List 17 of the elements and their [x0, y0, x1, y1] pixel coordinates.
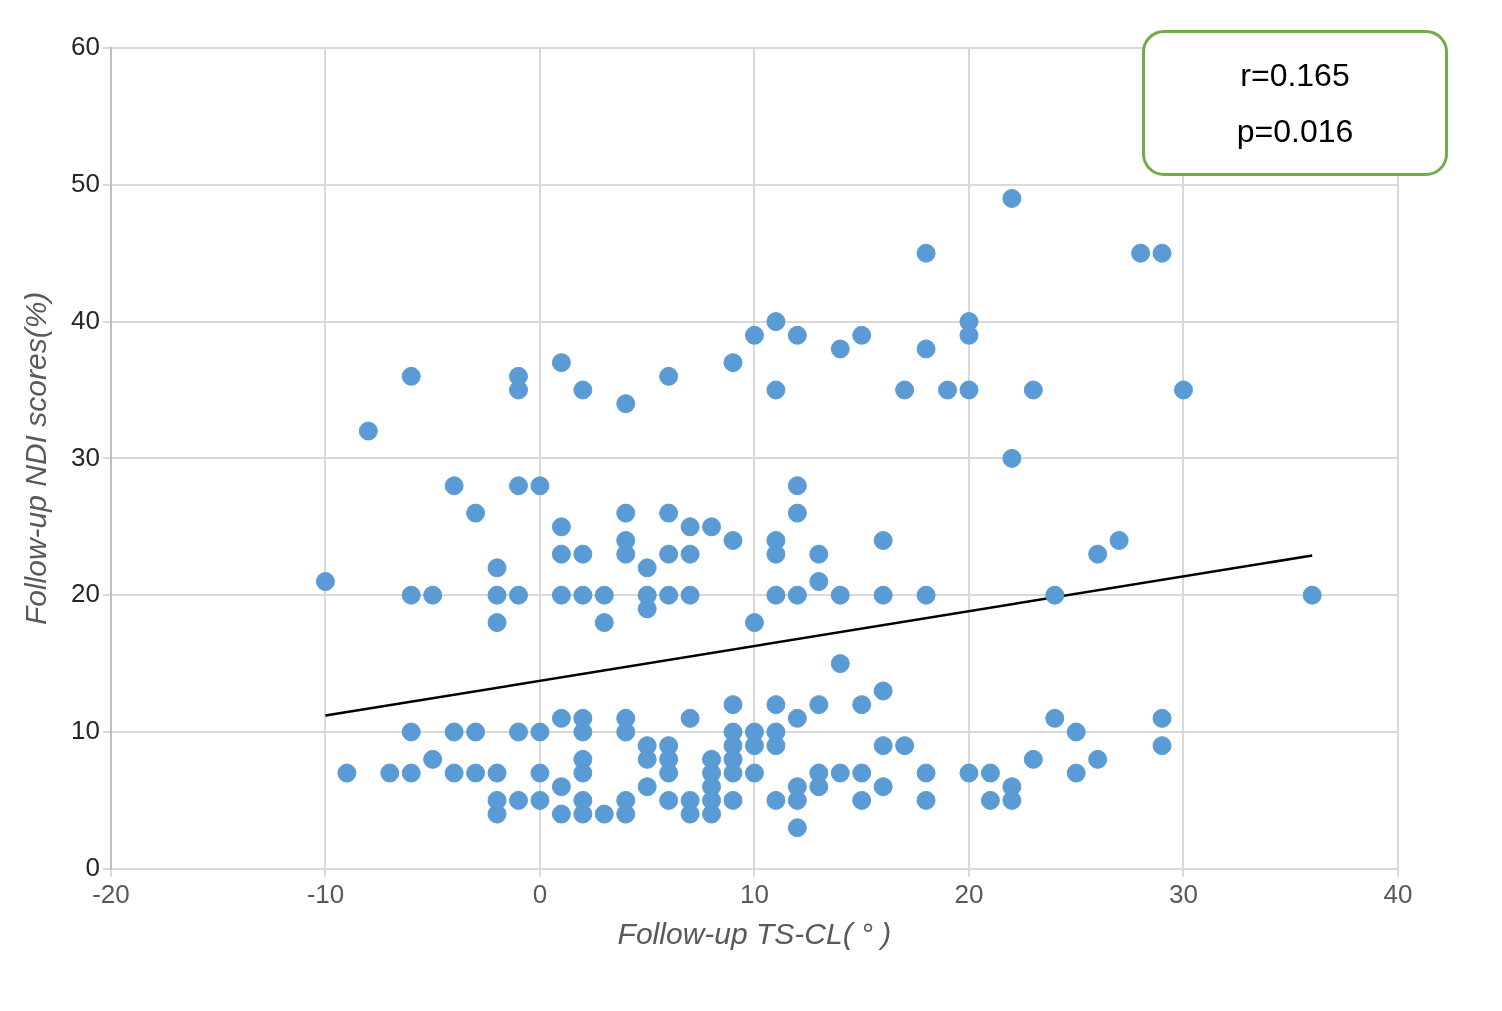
y-axis-title: Follow-up NDI scores(%) — [19, 291, 53, 626]
y-tick-label: 40 — [71, 304, 100, 335]
y-tick-label: 10 — [71, 715, 100, 746]
x-tick-label: 30 — [1169, 878, 1198, 909]
note-frame: r=0.165 p=0.016 — [1142, 30, 1448, 176]
y-tick-label: 30 — [71, 441, 100, 472]
y-tick-label: 60 — [71, 31, 100, 62]
y-tick-label: 20 — [71, 578, 100, 609]
y-tick-label: 50 — [71, 167, 100, 198]
x-axis-title: Follow-up TS-CL( ° ) — [617, 917, 892, 951]
x-tick-label: 0 — [532, 878, 548, 909]
annotation: r=0.165 — [1239, 56, 1351, 95]
x-tick-label: -10 — [306, 878, 345, 909]
annotation: p=0.016 — [1235, 112, 1355, 151]
x-tick-label: 20 — [954, 878, 984, 909]
x-tick-label: 10 — [740, 878, 769, 909]
x-tick-label: 40 — [1383, 878, 1413, 909]
